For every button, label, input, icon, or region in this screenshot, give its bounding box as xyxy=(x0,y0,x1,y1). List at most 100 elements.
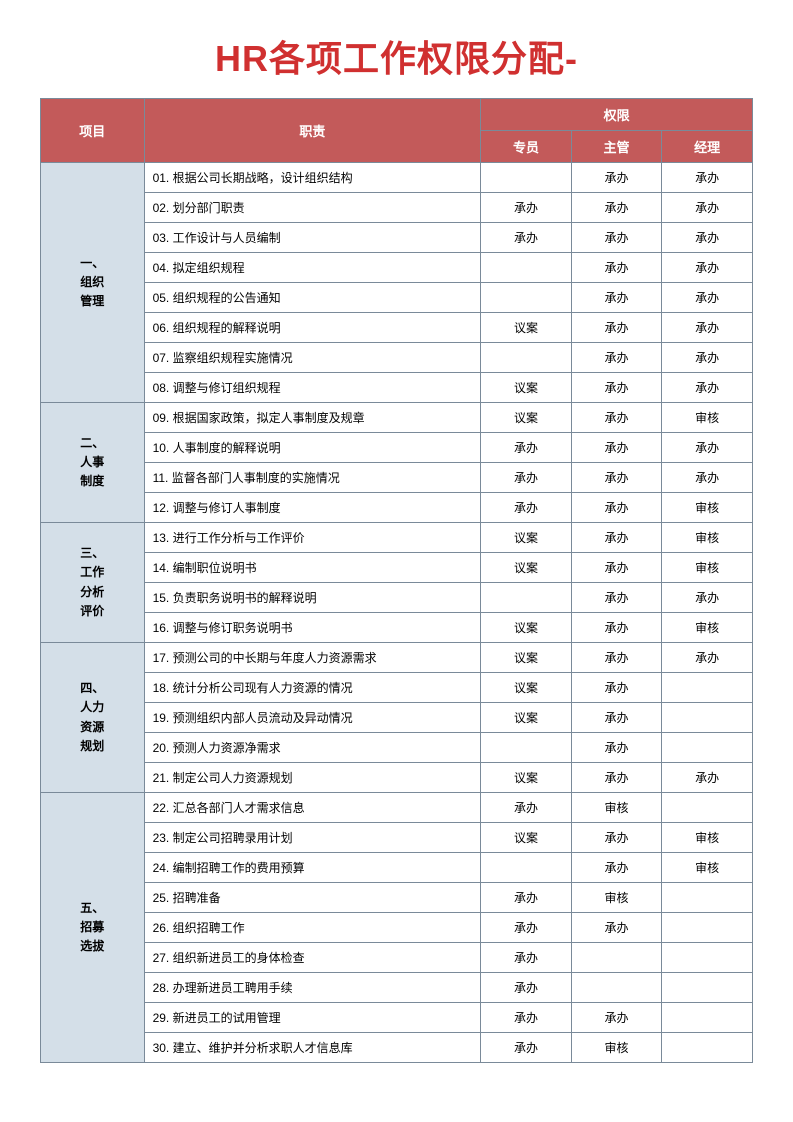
permission-table: 项目 职责 权限 专员 主管 经理 一、 组织 管理01. 根据公司长期战略，设… xyxy=(40,98,753,1063)
table-row: 27. 组织新进员工的身体检查承办 xyxy=(41,943,753,973)
permission-cell: 议案 xyxy=(481,703,572,733)
permission-cell: 承办 xyxy=(662,253,753,283)
table-row: 03. 工作设计与人员编制承办承办承办 xyxy=(41,223,753,253)
permission-cell: 议案 xyxy=(481,523,572,553)
category-cell: 二、 人事 制度 xyxy=(41,403,145,523)
permission-cell: 审核 xyxy=(662,853,753,883)
permission-cell: 承办 xyxy=(662,583,753,613)
duty-cell: 29. 新进员工的试用管理 xyxy=(144,1003,481,1033)
permission-cell xyxy=(571,943,662,973)
duty-cell: 04. 拟定组织规程 xyxy=(144,253,481,283)
header-permission-group: 权限 xyxy=(481,99,753,131)
permission-cell: 审核 xyxy=(662,523,753,553)
permission-cell: 承办 xyxy=(571,763,662,793)
permission-cell xyxy=(481,163,572,193)
permission-cell: 承办 xyxy=(571,853,662,883)
permission-cell xyxy=(481,283,572,313)
permission-cell: 承办 xyxy=(481,193,572,223)
permission-cell: 议案 xyxy=(481,553,572,583)
permission-cell: 承办 xyxy=(662,163,753,193)
permission-cell xyxy=(662,673,753,703)
permission-cell: 承办 xyxy=(662,763,753,793)
duty-cell: 08. 调整与修订组织规程 xyxy=(144,373,481,403)
permission-cell: 承办 xyxy=(571,253,662,283)
table-row: 30. 建立、维护并分析求职人才信息库承办审核 xyxy=(41,1033,753,1063)
permission-cell: 审核 xyxy=(571,883,662,913)
duty-cell: 01. 根据公司长期战略，设计组织结构 xyxy=(144,163,481,193)
permission-cell xyxy=(662,703,753,733)
permission-cell xyxy=(662,973,753,1003)
table-row: 14. 编制职位说明书议案承办审核 xyxy=(41,553,753,583)
permission-cell: 承办 xyxy=(571,823,662,853)
duty-cell: 06. 组织规程的解释说明 xyxy=(144,313,481,343)
permission-cell: 承办 xyxy=(571,313,662,343)
permission-cell: 承办 xyxy=(571,433,662,463)
permission-cell: 承办 xyxy=(481,973,572,1003)
duty-cell: 24. 编制招聘工作的费用预算 xyxy=(144,853,481,883)
permission-cell: 承办 xyxy=(571,703,662,733)
table-row: 16. 调整与修订职务说明书议案承办审核 xyxy=(41,613,753,643)
table-row: 26. 组织招聘工作承办承办 xyxy=(41,913,753,943)
table-row: 28. 办理新进员工聘用手续承办 xyxy=(41,973,753,1003)
table-row: 04. 拟定组织规程 承办承办 xyxy=(41,253,753,283)
permission-cell: 承办 xyxy=(571,493,662,523)
permission-cell xyxy=(481,583,572,613)
table-row: 25. 招聘准备承办审核 xyxy=(41,883,753,913)
table-row: 11. 监督各部门人事制度的实施情况承办承办承办 xyxy=(41,463,753,493)
permission-cell: 承办 xyxy=(481,433,572,463)
table-row: 12. 调整与修订人事制度承办承办审核 xyxy=(41,493,753,523)
header-perm-supervisor: 主管 xyxy=(571,131,662,163)
table-row: 19. 预测组织内部人员流动及异动情况议案承办 xyxy=(41,703,753,733)
table-row: 五、 招募 选拔22. 汇总各部门人才需求信息承办审核 xyxy=(41,793,753,823)
table-row: 18. 统计分析公司现有人力资源的情况议案承办 xyxy=(41,673,753,703)
permission-cell: 承办 xyxy=(481,1033,572,1063)
duty-cell: 03. 工作设计与人员编制 xyxy=(144,223,481,253)
header-category: 项目 xyxy=(41,99,145,163)
permission-cell xyxy=(662,733,753,763)
permission-cell xyxy=(662,1033,753,1063)
permission-cell: 承办 xyxy=(571,553,662,583)
duty-cell: 27. 组织新进员工的身体检查 xyxy=(144,943,481,973)
permission-cell xyxy=(481,853,572,883)
header-duty: 职责 xyxy=(144,99,481,163)
permission-cell: 承办 xyxy=(662,283,753,313)
permission-cell: 承办 xyxy=(481,463,572,493)
permission-cell: 承办 xyxy=(481,943,572,973)
duty-cell: 17. 预测公司的中长期与年度人力资源需求 xyxy=(144,643,481,673)
permission-cell: 承办 xyxy=(481,883,572,913)
table-row: 06. 组织规程的解释说明议案承办承办 xyxy=(41,313,753,343)
permission-cell: 承办 xyxy=(571,643,662,673)
permission-cell: 审核 xyxy=(571,793,662,823)
category-cell: 一、 组织 管理 xyxy=(41,163,145,403)
permission-cell: 承办 xyxy=(571,1003,662,1033)
duty-cell: 16. 调整与修订职务说明书 xyxy=(144,613,481,643)
permission-cell: 承办 xyxy=(571,463,662,493)
permission-cell: 承办 xyxy=(571,283,662,313)
permission-cell: 承办 xyxy=(571,403,662,433)
permission-cell xyxy=(481,733,572,763)
permission-cell: 承办 xyxy=(481,493,572,523)
permission-cell: 议案 xyxy=(481,313,572,343)
duty-cell: 22. 汇总各部门人才需求信息 xyxy=(144,793,481,823)
permission-cell: 审核 xyxy=(662,613,753,643)
permission-cell xyxy=(662,913,753,943)
permission-cell xyxy=(662,793,753,823)
permission-cell: 议案 xyxy=(481,643,572,673)
permission-cell xyxy=(481,253,572,283)
duty-cell: 30. 建立、维护并分析求职人才信息库 xyxy=(144,1033,481,1063)
permission-cell: 承办 xyxy=(481,793,572,823)
table-row: 29. 新进员工的试用管理承办承办 xyxy=(41,1003,753,1033)
permission-cell: 审核 xyxy=(571,1033,662,1063)
permission-cell: 审核 xyxy=(662,553,753,583)
duty-cell: 21. 制定公司人力资源规划 xyxy=(144,763,481,793)
permission-cell xyxy=(662,883,753,913)
table-row: 二、 人事 制度09. 根据国家政策，拟定人事制度及规章议案承办审核 xyxy=(41,403,753,433)
table-row: 05. 组织规程的公告通知承办承办 xyxy=(41,283,753,313)
permission-cell xyxy=(662,1003,753,1033)
table-row: 08. 调整与修订组织规程议案承办承办 xyxy=(41,373,753,403)
table-row: 07. 监察组织规程实施情况承办承办 xyxy=(41,343,753,373)
duty-cell: 02. 划分部门职责 xyxy=(144,193,481,223)
permission-cell xyxy=(571,973,662,1003)
category-cell: 三、 工作 分析 评价 xyxy=(41,523,145,643)
permission-cell: 承办 xyxy=(571,613,662,643)
